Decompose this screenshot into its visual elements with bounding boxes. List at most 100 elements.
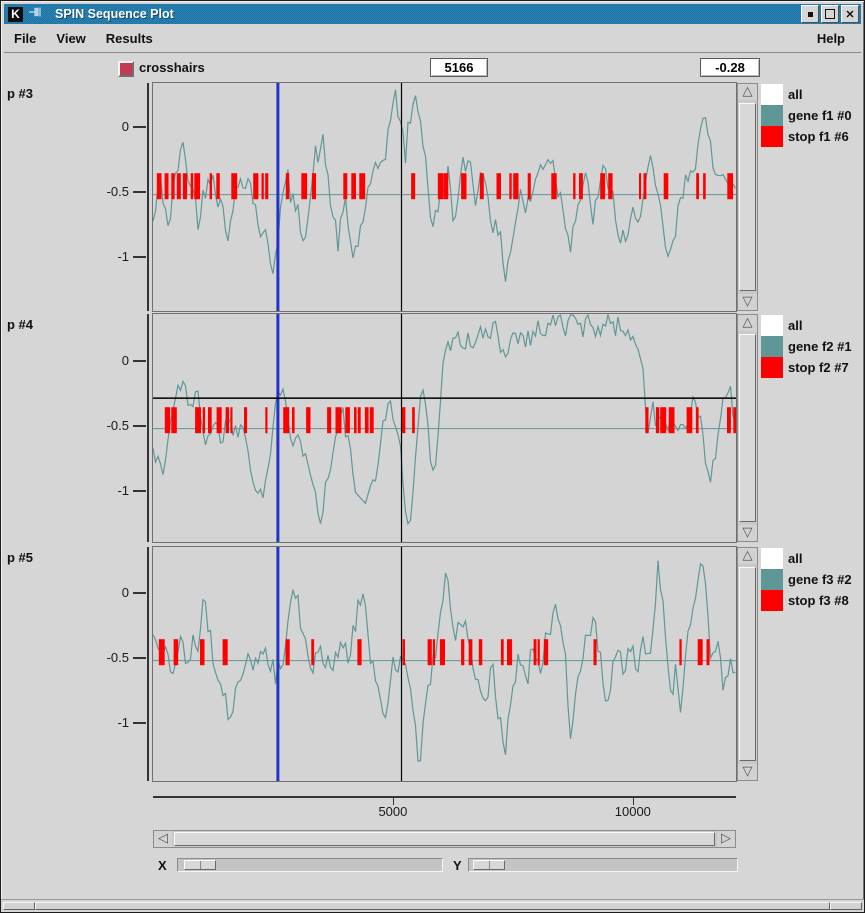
scroll-right-icon[interactable]: ▷ <box>717 831 735 847</box>
window-bottom-frame <box>1 899 864 912</box>
scroll-down-icon[interactable]: ▽ <box>738 525 757 541</box>
resize-corner-right[interactable] <box>830 902 862 910</box>
y-tick <box>133 722 146 724</box>
x-tick <box>392 798 394 805</box>
x-tick-label: 10000 <box>614 804 651 819</box>
v-scroll-thumb[interactable] <box>739 103 756 291</box>
legend-item[interactable]: gene f2 #1 <box>761 336 863 357</box>
menu-results[interactable]: Results <box>105 31 153 46</box>
legend-item[interactable]: all <box>761 84 863 105</box>
menu-file[interactable]: File <box>14 31 37 46</box>
app-menu-icon[interactable]: K <box>8 6 23 22</box>
v-scroll-track[interactable] <box>739 565 756 763</box>
y-tick-label: -0.5 <box>106 418 129 433</box>
legend-item[interactable]: all <box>761 315 863 336</box>
legend-label: gene f3 #2 <box>788 572 852 587</box>
maximize-button[interactable] <box>821 5 839 23</box>
y-tick <box>133 592 146 594</box>
legend-item[interactable]: gene f1 #0 <box>761 105 863 126</box>
legend-item[interactable]: gene f3 #2 <box>761 569 863 590</box>
y-tick-label: 0 <box>121 585 129 600</box>
x-tick-label: 5000 <box>378 804 408 819</box>
scroll-up-icon[interactable]: △ <box>738 548 757 564</box>
maximize-icon <box>825 9 835 19</box>
y-tick-label: -0.5 <box>106 184 129 199</box>
window-title: SPIN Sequence Plot <box>55 7 174 21</box>
crosshairs-checkbox[interactable] <box>118 61 134 77</box>
legend-item[interactable]: stop f3 #8 <box>761 590 863 611</box>
scroll-up-icon[interactable]: △ <box>738 84 757 100</box>
y-slider-thumb[interactable] <box>473 860 505 870</box>
scroll-up-icon[interactable]: △ <box>738 315 757 331</box>
panel-v-scrollbar[interactable]: △ ▽ <box>737 83 758 311</box>
minimize-icon <box>807 11 813 17</box>
legend-label: all <box>788 318 803 333</box>
y-tick-label: 0 <box>121 353 129 368</box>
y-tick <box>133 191 146 193</box>
minimize-button[interactable] <box>801 5 819 23</box>
close-button[interactable]: ✕ <box>841 5 859 23</box>
plot-h-scrollbar[interactable]: ◁ ▷ <box>153 830 736 848</box>
y-zoom-slider[interactable] <box>468 858 738 872</box>
crosshair-y-readout[interactable]: -0.28 <box>700 58 760 77</box>
menu-help[interactable]: Help <box>816 31 845 46</box>
legend-swatch <box>761 569 783 590</box>
y-tick <box>133 360 146 362</box>
x-axis <box>153 796 736 798</box>
y-tick-label: -0.5 <box>106 650 129 665</box>
legend-swatch <box>761 590 783 611</box>
legend-label: gene f1 #0 <box>788 108 852 123</box>
close-icon: ✕ <box>845 8 855 21</box>
panel-label: p #4 <box>7 317 34 332</box>
scroll-left-icon[interactable]: ◁ <box>154 831 172 847</box>
x-slider-thumb[interactable] <box>184 860 216 870</box>
legend-label: stop f1 #6 <box>788 129 849 144</box>
legend-label: all <box>788 551 803 566</box>
y-tick <box>133 657 146 659</box>
resize-corner-left[interactable] <box>3 902 35 910</box>
resize-edge-bottom[interactable] <box>35 902 830 910</box>
legend-label: stop f2 #7 <box>788 360 849 375</box>
scroll-down-icon[interactable]: ▽ <box>738 764 757 780</box>
crosshair-x-readout[interactable]: 5166 <box>430 58 488 77</box>
panel-v-scrollbar[interactable]: △ ▽ <box>737 547 758 781</box>
panel-legend: all gene f2 #1 stop f2 #7 <box>761 315 863 378</box>
y-tick-label: -1 <box>117 483 129 498</box>
legend-swatch <box>761 126 783 147</box>
v-scroll-track[interactable] <box>739 332 756 524</box>
legend-item[interactable]: all <box>761 548 863 569</box>
x-tick <box>632 798 634 805</box>
sequence-plot[interactable] <box>152 546 737 782</box>
legend-swatch <box>761 357 783 378</box>
y-tick <box>133 425 146 427</box>
sticky-pin-icon[interactable] <box>28 5 44 23</box>
v-scroll-track[interactable] <box>739 101 756 293</box>
legend-item[interactable]: stop f2 #7 <box>761 357 863 378</box>
y-axis <box>147 547 149 781</box>
y-tick <box>133 126 146 128</box>
legend-label: all <box>788 87 803 102</box>
titlebar[interactable]: K SPIN Sequence Plot ✕ <box>4 4 861 24</box>
sequence-plot[interactable] <box>152 313 737 543</box>
h-scroll-track[interactable] <box>173 832 716 846</box>
x-slider-label: X <box>158 858 167 873</box>
menubar: File View Results Help <box>4 25 861 53</box>
v-scroll-thumb[interactable] <box>739 334 756 522</box>
panel-legend: all gene f1 #0 stop f1 #6 <box>761 84 863 147</box>
x-zoom-slider[interactable] <box>177 858 443 872</box>
y-axis <box>147 83 149 311</box>
v-scroll-thumb[interactable] <box>739 567 756 761</box>
legend-item[interactable]: stop f1 #6 <box>761 126 863 147</box>
h-scroll-thumb[interactable] <box>174 832 715 846</box>
y-tick <box>133 490 146 492</box>
sequence-plot[interactable] <box>152 82 737 312</box>
panel-legend: all gene f3 #2 stop f3 #8 <box>761 548 863 611</box>
y-tick-label: -1 <box>117 249 129 264</box>
panel-v-scrollbar[interactable]: △ ▽ <box>737 314 758 542</box>
scroll-down-icon[interactable]: ▽ <box>738 294 757 310</box>
legend-swatch <box>761 548 783 569</box>
panel-label: p #3 <box>7 86 34 101</box>
menu-view[interactable]: View <box>56 31 86 46</box>
y-tick <box>133 256 146 258</box>
